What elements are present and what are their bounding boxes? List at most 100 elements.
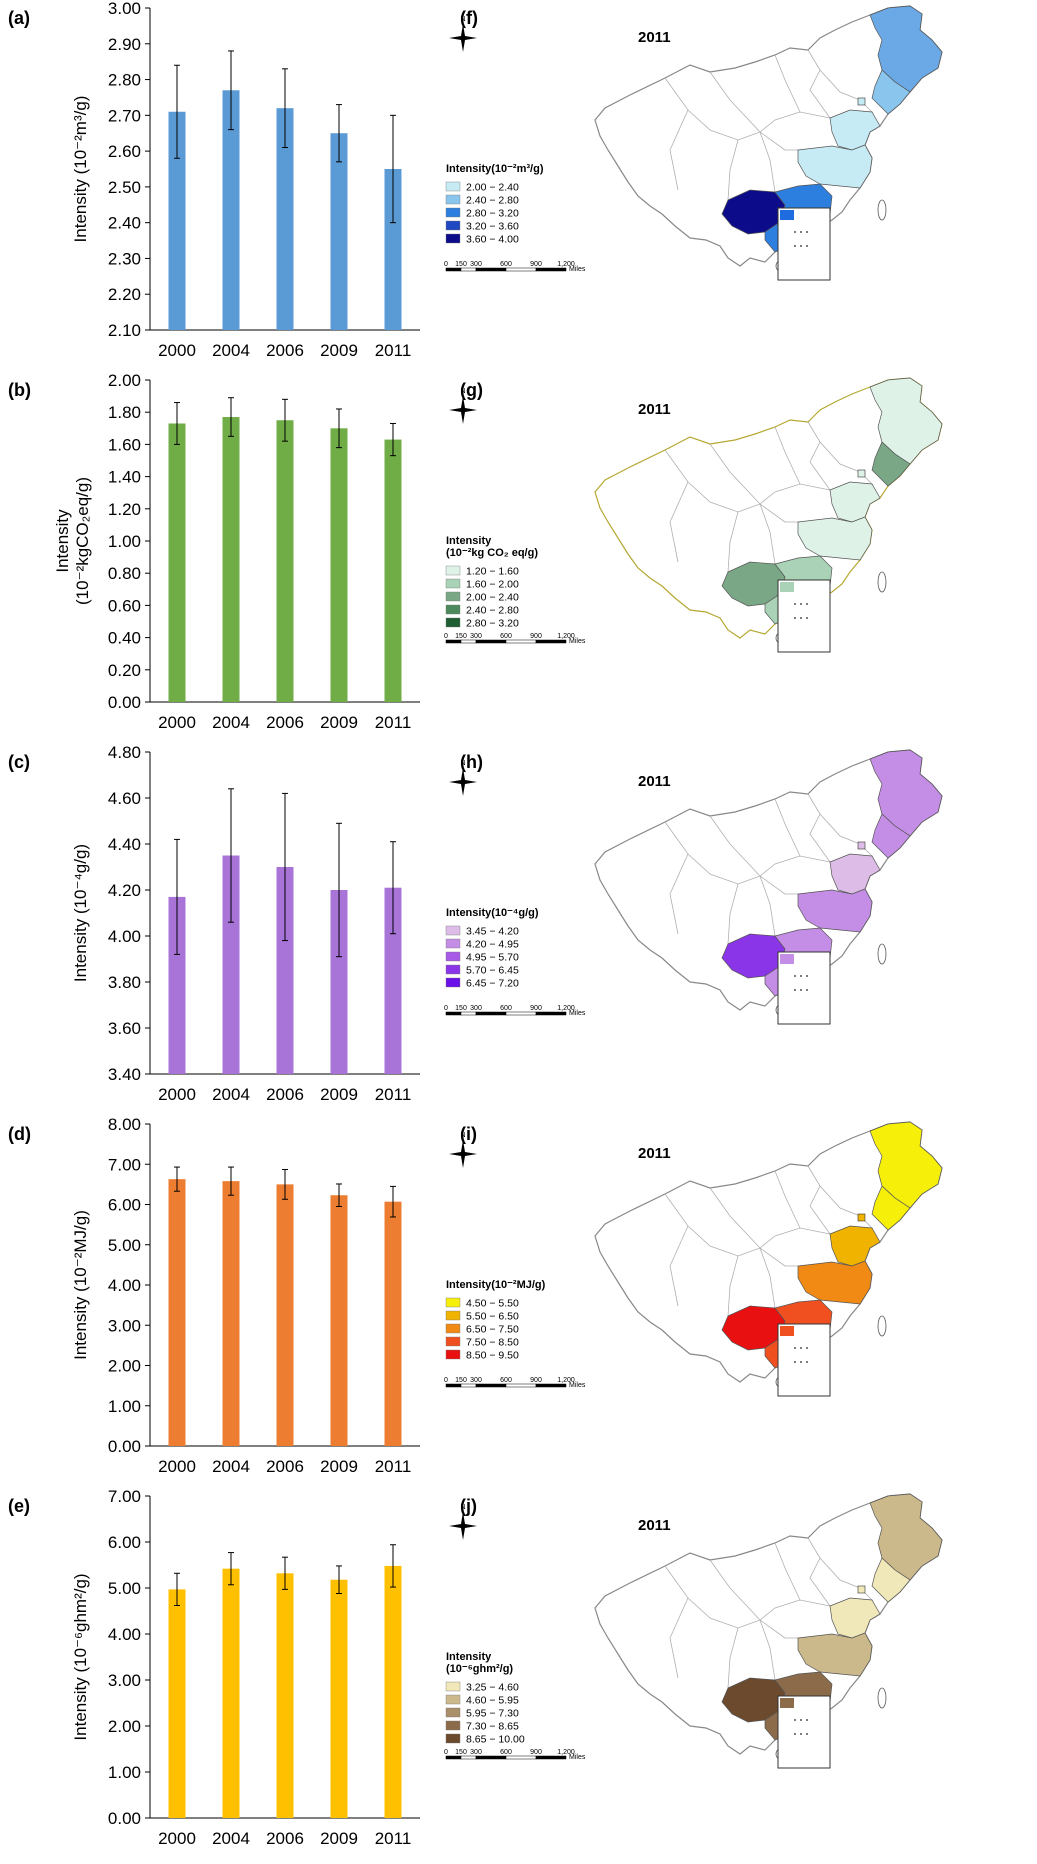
province-coast [871,441,911,487]
legend-swatch [445,1707,461,1718]
legend-swatch [445,951,461,962]
y-tick-label: 6.00 [108,1533,141,1552]
scale-tick-label: 0 [444,1749,448,1756]
scale-bar-segment [505,1383,537,1388]
scale-unit: Miles [569,1010,586,1017]
province-central [797,144,873,189]
legend-swatch [445,181,461,192]
province-border [759,483,831,505]
scale-bar-segment [505,639,537,644]
scale-tick-label: 0 [444,633,448,640]
y-tick-label: 0.00 [108,693,141,712]
scale-bar-segment [445,639,462,644]
province-border [709,71,786,151]
map-year: 2011 [638,401,671,418]
x-tick-label: 2004 [212,341,250,360]
scale-unit: Miles [569,1754,586,1761]
map-panel-i: (i) 2011 N Intensity(10⁻²MJ/g) 4.50 − 5.50 5.… [444,1116,1020,1436]
legend-title: Intensity(10⁻²MJ/g) [446,1279,546,1291]
capital-region [857,97,866,106]
inset-island-dot [800,1719,802,1721]
province-border [669,853,689,935]
y-tick-label: 4.40 [108,835,141,854]
legend-label: 2.40 − 2.80 [466,605,519,617]
province-border [664,821,761,885]
legend-title: Intensity(10⁻²m³/g) [446,163,544,175]
inset-island-dot [800,603,802,605]
scale-tick-label: 1,200 [557,1005,575,1012]
scale-bar-segment [475,1011,507,1016]
province-border [669,481,689,563]
scale-tick-label: 300 [470,261,482,268]
compass-north-label: N [460,1132,465,1139]
legend-label: 1.60 − 2.00 [466,579,519,591]
y-axis-label: Intensity (10⁻²m³/g) [71,96,90,243]
inset-island-dot [800,1361,802,1363]
scale-bar-segment [475,639,507,644]
y-axis-label: Intensity [53,509,72,573]
x-tick-label: 2000 [158,341,196,360]
province-border [727,139,739,201]
province-border [727,1627,739,1689]
bar [384,1565,402,1818]
legend-label: 2.00 − 2.40 [466,182,519,194]
inset-island-dot [794,1733,796,1735]
compass-icon: N [449,760,477,796]
x-tick-label: 2000 [158,1829,196,1848]
legend-label: 4.60 − 5.95 [466,1695,519,1707]
capital-region [857,469,866,478]
map-panel-f: (f) 2011 N Intensity(10⁻²m³/g) 2.00 − 2.40 2.… [444,0,1020,320]
y-tick-label: 3.40 [108,1065,141,1084]
x-tick-label: 2004 [212,713,250,732]
legend-title: (10⁻²kg CO₂ eq/g) [446,547,538,559]
y-tick-label: 4.00 [108,927,141,946]
inset-island-dot [806,989,808,991]
panel-label: (f) [460,8,478,28]
province-north [829,853,881,895]
x-tick-label: 2011 [375,341,412,360]
province-border [727,883,739,945]
x-tick-label: 2009 [320,1829,358,1848]
scale-tick-label: 1,200 [557,261,575,268]
inset-fill [780,1326,794,1336]
y-tick-label: 0.60 [108,596,141,615]
inset-fill [780,1698,794,1708]
x-tick-label: 2011 [375,713,412,732]
inset-island-dot [794,603,796,605]
inset-island-dot [800,975,802,977]
y-tick-label: 1.00 [108,1397,141,1416]
province-border [709,1187,786,1267]
y-tick-label: 4.00 [108,1276,141,1295]
scale-tick-label: 900 [530,261,542,268]
scale-tick-label: 900 [530,1377,542,1384]
province-border [809,69,831,119]
y-tick-label: 3.00 [108,0,141,18]
scale-bar-segment [445,1383,462,1388]
inset-island-dot [806,231,808,233]
x-tick-label: 2000 [158,713,196,732]
legend-swatch [445,194,461,205]
legend-label: 4.50 − 5.50 [466,1298,519,1310]
legend-label: 2.00 − 2.40 [466,592,519,604]
bar [168,423,186,702]
province-central [797,888,873,933]
y-tick-label: 2.00 [108,1717,141,1736]
province-border [709,443,786,523]
y-tick-label: 6.00 [108,1196,141,1215]
y-tick-label: 3.80 [108,973,141,992]
scale-tick-label: 150 [455,1377,467,1384]
taiwan-island [877,1315,887,1337]
y-tick-label: 2.20 [108,285,141,304]
panel-label: (d) [8,1124,31,1144]
scale-tick-label: 0 [444,1377,448,1384]
legend-label: 4.95 − 5.70 [466,952,519,964]
taiwan-island [877,1687,887,1709]
bar [384,887,402,1074]
map-group [594,1493,943,1762]
map-group [594,749,943,1018]
y-tick-label: 7.00 [108,1488,141,1506]
scale-bar-segment [445,267,462,272]
scale-bar-segment [460,1383,477,1388]
y-tick-label: 5.00 [108,1236,141,1255]
scale-tick-label: 300 [470,633,482,640]
